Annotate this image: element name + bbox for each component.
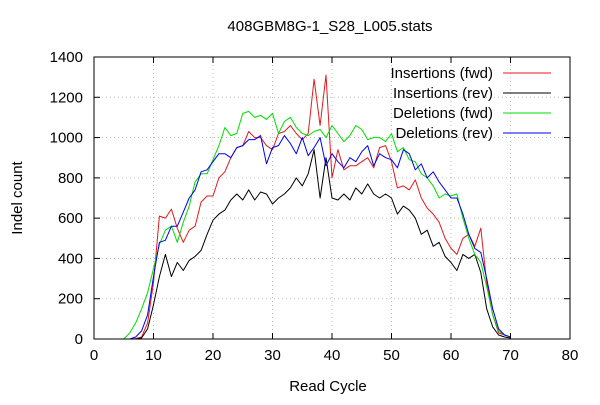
y-tick-label: 400 xyxy=(58,250,83,267)
x-tick-label: 40 xyxy=(324,347,341,364)
legend-label-0: Insertions (fwd) xyxy=(390,65,493,82)
chart-title: 408GBM8G-1_S28_L005.stats xyxy=(227,18,432,35)
y-tick-label: 1000 xyxy=(50,130,83,147)
y-tick-label: 200 xyxy=(58,291,83,308)
series-line-3 xyxy=(123,135,511,340)
y-tick-label: 1400 xyxy=(50,49,83,66)
x-tick-label: 0 xyxy=(90,347,98,364)
x-tick-label: 50 xyxy=(383,347,400,364)
y-axis-label: Indel count xyxy=(9,160,26,234)
x-tick-label: 60 xyxy=(443,347,460,364)
x-axis-label: Read Cycle xyxy=(289,378,367,395)
x-tick-label: 30 xyxy=(264,347,281,364)
x-tick-label: 20 xyxy=(205,347,222,364)
series-line-2 xyxy=(123,110,511,340)
x-tick-label: 10 xyxy=(145,347,162,364)
y-tick-label: 1200 xyxy=(50,89,83,106)
x-tick-label: 70 xyxy=(502,347,519,364)
legend-label-1: Insertions (rev) xyxy=(393,85,493,102)
series-lines xyxy=(123,74,511,340)
legend-label-3: Deletions (rev) xyxy=(395,125,493,142)
legend-label-2: Deletions (fwd) xyxy=(393,105,493,122)
legend: Insertions (fwd) Insertions (rev) Deletion… xyxy=(390,65,551,142)
series-line-0 xyxy=(123,74,511,340)
x-tick-label: 80 xyxy=(562,347,579,364)
y-tick-label: 600 xyxy=(58,210,83,227)
axes: 0 10 20 30 40 50 60 70 8002004006008001000120014… xyxy=(50,49,579,364)
y-tick-label: 800 xyxy=(58,170,83,187)
y-tick-label: 0 xyxy=(75,331,83,348)
series-line-1 xyxy=(123,149,511,340)
